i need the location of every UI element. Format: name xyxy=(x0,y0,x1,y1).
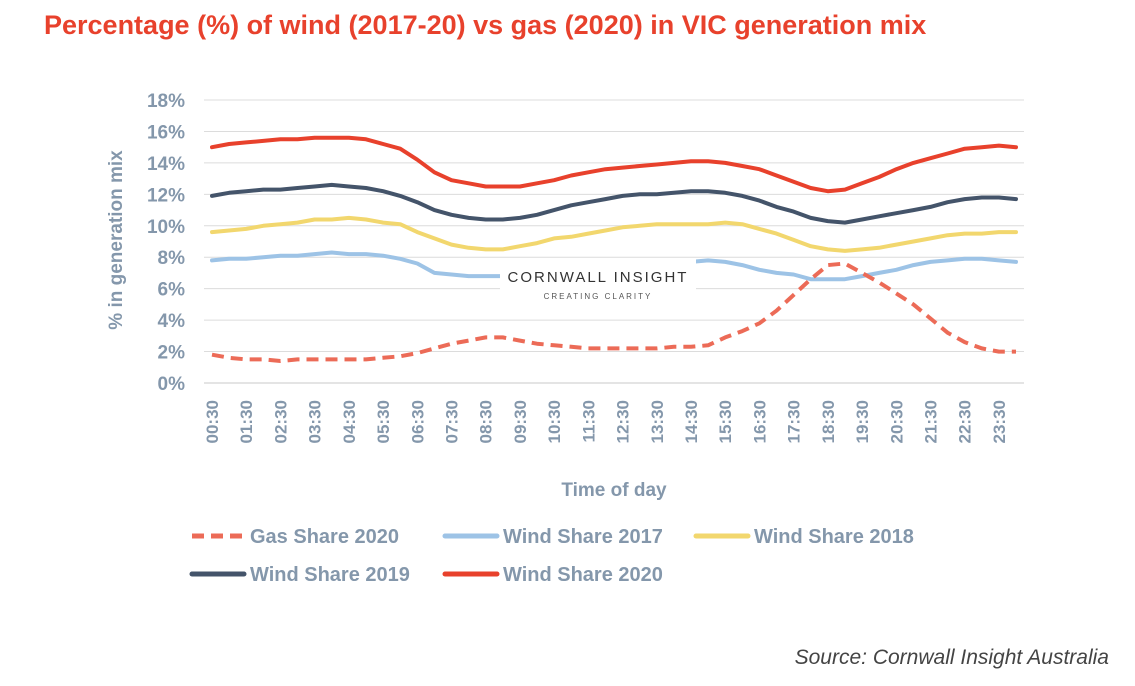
legend-item: Gas Share 2020 xyxy=(192,526,399,548)
x-tick-label: 07:30 xyxy=(442,400,461,443)
legend-label: Wind Share 2017 xyxy=(503,526,663,548)
x-axis-label: Time of day xyxy=(561,480,667,501)
x-tick-label: 09:30 xyxy=(511,400,530,443)
y-tick-label: 6% xyxy=(158,280,186,301)
legend-label: Wind Share 2019 xyxy=(250,564,410,586)
y-axis-label: % in generation mix xyxy=(106,150,127,330)
x-tick-label: 15:30 xyxy=(716,400,735,443)
legend-label: Wind Share 2018 xyxy=(754,526,914,548)
x-tick-label: 01:30 xyxy=(237,400,256,443)
x-tick-label: 20:30 xyxy=(887,400,906,443)
watermark-sub-text: CREATING CLARITY xyxy=(544,292,653,301)
x-tick-label: 23:30 xyxy=(990,400,1009,443)
x-tick-label: 02:30 xyxy=(271,400,290,443)
series-line-wind-share-2020 xyxy=(210,135,1018,194)
x-tick-label: 22:30 xyxy=(956,400,975,443)
series-line-gas-share-2020 xyxy=(211,261,1016,363)
x-tick-label: 03:30 xyxy=(306,400,325,443)
legend: Gas Share 2020 Wind Share 2017 Wind Share … xyxy=(189,526,914,586)
legend-label: Gas Share 2020 xyxy=(250,526,399,548)
x-tick-label: 16:30 xyxy=(750,400,769,443)
watermark: CORNWALL INSIGHT CREATING CLARITY xyxy=(500,258,696,306)
x-tick-label: 14:30 xyxy=(682,400,701,443)
legend-item: Wind Share 2020 xyxy=(442,564,663,586)
series-line-wind-share-2019 xyxy=(210,182,1018,225)
x-tick-label: 21:30 xyxy=(921,400,940,443)
source-note: Source: Cornwall Insight Australia xyxy=(794,646,1109,669)
series-line-wind-share-2018 xyxy=(210,215,1018,253)
gridlines xyxy=(204,99,1024,384)
y-tick-label: 12% xyxy=(147,185,185,206)
x-tick-label: 10:30 xyxy=(545,400,564,443)
series-lines xyxy=(210,135,1018,363)
watermark-box xyxy=(500,258,696,306)
x-tick-label: 13:30 xyxy=(648,400,667,443)
y-axis-ticks: 0% 2% 4% 6% 8% 10% 12% 14% 16% 18% xyxy=(147,91,185,395)
x-tick-label: 05:30 xyxy=(374,400,393,443)
y-tick-label: 0% xyxy=(158,374,186,395)
x-axis-ticks: 00:30 01:30 02:30 03:30 04:30 05:30 06:30 07:30… xyxy=(203,400,1009,443)
x-tick-label: 12:30 xyxy=(614,400,633,443)
legend-label: Wind Share 2020 xyxy=(503,564,663,586)
x-tick-label: 08:30 xyxy=(477,400,496,443)
x-tick-label: 17:30 xyxy=(785,400,804,443)
chart-title: Percentage (%) of wind (2017-20) vs gas … xyxy=(44,10,927,40)
x-tick-label: 04:30 xyxy=(340,400,359,443)
y-tick-label: 10% xyxy=(147,217,185,238)
x-tick-label: 06:30 xyxy=(408,400,427,443)
x-tick-label: 11:30 xyxy=(579,400,598,443)
legend-item: Wind Share 2017 xyxy=(442,526,663,548)
legend-item: Wind Share 2018 xyxy=(693,526,914,548)
y-tick-label: 18% xyxy=(147,91,185,112)
y-tick-label: 4% xyxy=(158,311,186,332)
y-tick-label: 8% xyxy=(158,248,186,269)
y-tick-label: 2% xyxy=(158,343,186,364)
x-tick-label: 00:30 xyxy=(203,400,222,443)
x-tick-label: 19:30 xyxy=(853,400,872,443)
legend-item: Wind Share 2019 xyxy=(189,564,410,586)
y-tick-label: 16% xyxy=(147,122,185,143)
watermark-main-text: CORNWALL INSIGHT xyxy=(508,269,689,286)
y-tick-label: 14% xyxy=(147,154,185,175)
x-tick-label: 18:30 xyxy=(819,400,838,443)
